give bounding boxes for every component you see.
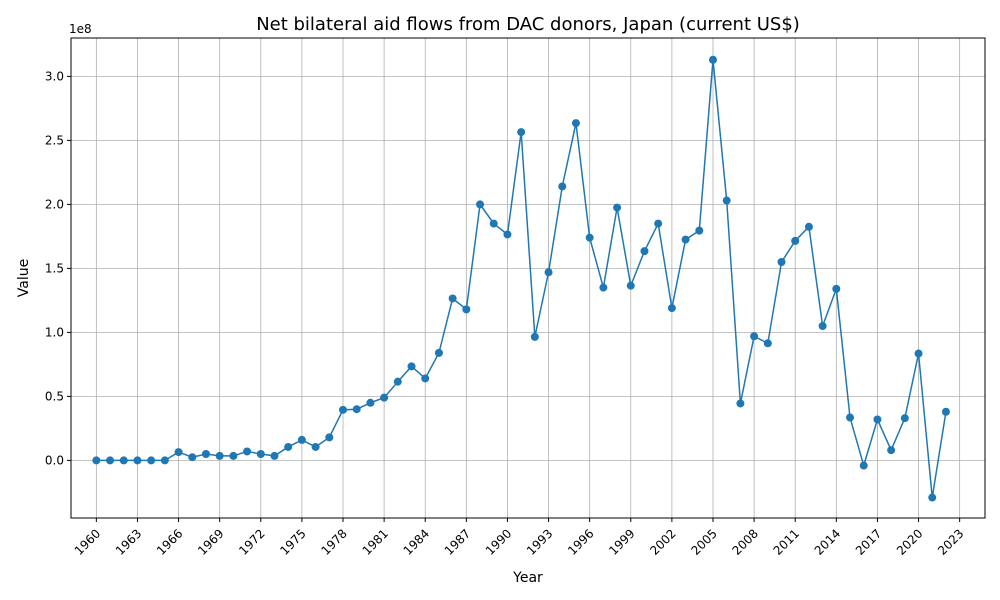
data-point	[270, 451, 279, 460]
data-point	[941, 407, 950, 416]
data-point	[928, 493, 937, 502]
data-point	[832, 284, 841, 293]
data-point	[503, 230, 512, 239]
data-point	[380, 393, 389, 402]
data-point	[311, 442, 320, 451]
data-point	[599, 283, 608, 292]
data-point	[804, 222, 813, 231]
data-point	[777, 258, 786, 266]
y-axis-title: Value	[16, 259, 32, 297]
y-tick-label: 1.5	[45, 261, 64, 275]
data-point	[201, 450, 210, 458]
data-point	[887, 446, 896, 455]
data-point	[92, 456, 101, 465]
y-axis-offset-label: 1e8	[69, 22, 92, 36]
data-point	[558, 182, 567, 191]
data-point	[681, 235, 690, 244]
data-point	[407, 362, 416, 371]
data-point	[284, 442, 293, 451]
data-point	[174, 448, 183, 457]
data-point	[462, 305, 471, 314]
data-point	[613, 203, 622, 212]
plot-frame	[70, 37, 986, 519]
data-point	[640, 247, 649, 256]
data-point	[339, 405, 348, 414]
data-point	[571, 119, 580, 128]
data-point	[818, 322, 827, 330]
data-point	[147, 456, 156, 465]
data-point	[763, 339, 772, 348]
data-point	[489, 219, 498, 228]
data-point	[133, 456, 142, 465]
data-point	[695, 226, 704, 235]
grid-layer	[71, 38, 985, 518]
data-point	[722, 196, 731, 205]
data-point	[366, 398, 375, 407]
data-point	[476, 200, 485, 209]
data-point	[160, 456, 169, 465]
data-point	[791, 236, 800, 245]
y-tick-label: 2.0	[45, 197, 64, 211]
data-point	[325, 433, 334, 442]
data-point	[750, 332, 759, 341]
data-point	[229, 451, 238, 460]
data-point	[708, 55, 717, 64]
data-point	[393, 377, 402, 386]
data-point	[119, 456, 128, 465]
y-tick-label: 2.5	[45, 133, 64, 147]
data-point	[421, 374, 430, 383]
data-point	[900, 414, 909, 423]
data-point	[914, 349, 923, 358]
data-point	[667, 304, 676, 313]
y-tick-label: 0.0	[45, 453, 64, 467]
series-layer	[92, 55, 950, 502]
y-tick-label: 3.0	[45, 69, 64, 83]
data-point	[215, 451, 224, 460]
data-point	[256, 450, 265, 458]
data-point	[859, 461, 868, 470]
data-point	[243, 447, 252, 456]
data-point	[448, 294, 457, 303]
data-point	[530, 332, 539, 341]
data-point	[434, 348, 443, 357]
data-point	[626, 281, 635, 290]
data-point	[352, 405, 361, 414]
x-axis-title: Year	[512, 570, 543, 586]
chart-title: Net bilateral aid flows from DAC donors,…	[256, 14, 800, 35]
data-point	[544, 268, 553, 277]
y-tick-label: 1.0	[45, 325, 64, 339]
data-point	[585, 233, 594, 242]
data-point	[873, 415, 882, 424]
data-point	[517, 128, 526, 137]
data-point	[106, 456, 115, 465]
data-point	[297, 435, 306, 444]
data-point	[188, 453, 197, 462]
data-point	[846, 413, 855, 422]
data-point	[736, 399, 745, 408]
y-tick-label: 0.5	[45, 389, 64, 403]
data-point	[654, 219, 663, 228]
